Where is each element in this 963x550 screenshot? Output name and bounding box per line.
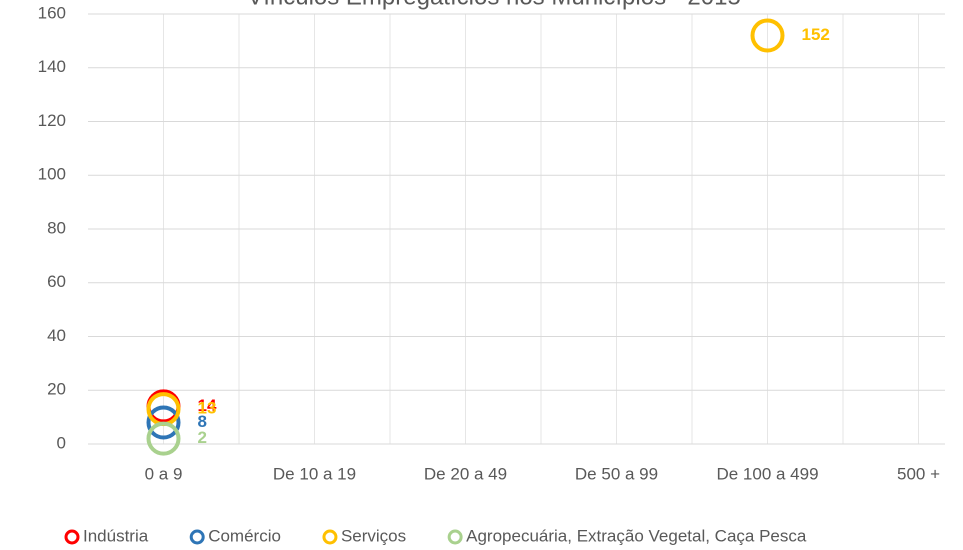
x-tick-label: 0 a 9 <box>145 464 183 483</box>
legend-marker <box>447 529 463 545</box>
legend-label: Agropecuária, Extração Vegetal, Caça Pes… <box>466 526 807 545</box>
marker <box>750 18 785 53</box>
x-tick-label: 500 + <box>897 464 940 483</box>
legend-label: Serviços <box>341 526 406 545</box>
marker <box>146 421 181 456</box>
x-tick-label: De 50 a 99 <box>575 464 658 483</box>
y-tick-label: 60 <box>47 272 66 291</box>
legend-marker <box>322 529 338 545</box>
legend-marker <box>189 529 205 545</box>
x-tick-label: De 100 a 499 <box>716 464 818 483</box>
legend-label: Indústria <box>83 526 149 545</box>
legend-label: Comércio <box>208 526 281 545</box>
y-tick-label: 80 <box>47 218 66 237</box>
y-tick-label: 20 <box>47 380 66 399</box>
x-tick-label: De 20 a 49 <box>424 464 507 483</box>
legend-marker <box>64 529 80 545</box>
y-tick-label: 120 <box>38 111 66 130</box>
data-label: 2 <box>198 428 207 447</box>
x-tick-label: De 10 a 19 <box>273 464 356 483</box>
y-tick-label: 0 <box>57 433 66 452</box>
y-tick-label: 100 <box>38 165 66 184</box>
data-label: 13 <box>198 399 217 418</box>
data-label: 14 <box>198 396 217 415</box>
chart-title: Vínculos Empregatícios nos Municípios - … <box>247 0 741 10</box>
data-label: 152 <box>802 25 830 44</box>
marker <box>146 405 181 440</box>
y-tick-label: 160 <box>38 3 66 22</box>
data-label: 8 <box>198 412 207 431</box>
y-tick-label: 140 <box>38 57 66 76</box>
y-tick-label: 40 <box>47 326 66 345</box>
